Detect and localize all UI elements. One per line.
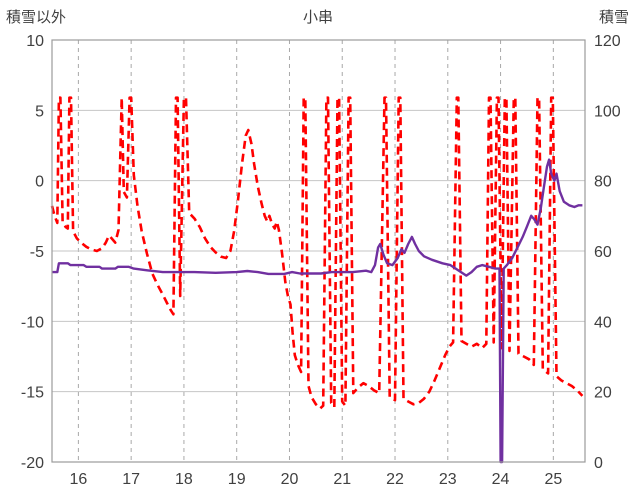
- y-right-tick-label: 40: [594, 314, 612, 331]
- plot-border: [51, 39, 586, 463]
- y-left-tick-label: -5: [30, 244, 44, 261]
- series-line-right: [52, 158, 583, 464]
- y-right-tick-label: 60: [594, 244, 612, 261]
- y-right-tick-label: 0: [594, 455, 603, 472]
- right-axis-title: 積雪: [598, 9, 629, 26]
- x-tick-label: 19: [228, 471, 246, 488]
- x-tick-label: 17: [122, 471, 140, 488]
- y-left-tick-label: -20: [21, 455, 44, 472]
- y-right-tick-label: 100: [594, 103, 621, 120]
- y-left-tick-label: 10: [26, 33, 44, 50]
- y-right-tick-label: 120: [594, 33, 621, 50]
- left-axis-title: 積雪以外: [6, 9, 67, 26]
- x-tick-label: 18: [175, 471, 193, 488]
- chart-title: 小串: [302, 9, 333, 26]
- x-tick-label: 16: [69, 471, 87, 488]
- x-tick-label: 25: [544, 471, 562, 488]
- y-right-tick-label: 20: [594, 385, 612, 402]
- x-tick-label: 23: [439, 471, 457, 488]
- series-line-left: [50, 96, 584, 410]
- x-tick-label: 21: [333, 471, 351, 488]
- y-left-tick-label: 0: [35, 174, 44, 191]
- y-left-tick-label: -15: [21, 385, 44, 402]
- x-tick-label: 24: [492, 471, 510, 488]
- y-left-tick-label: -10: [21, 314, 44, 331]
- x-tick-label: 22: [386, 471, 404, 488]
- y-left-tick-label: 5: [35, 103, 44, 120]
- y-right-tick-label: 80: [594, 174, 612, 191]
- x-tick-label: 20: [281, 471, 299, 488]
